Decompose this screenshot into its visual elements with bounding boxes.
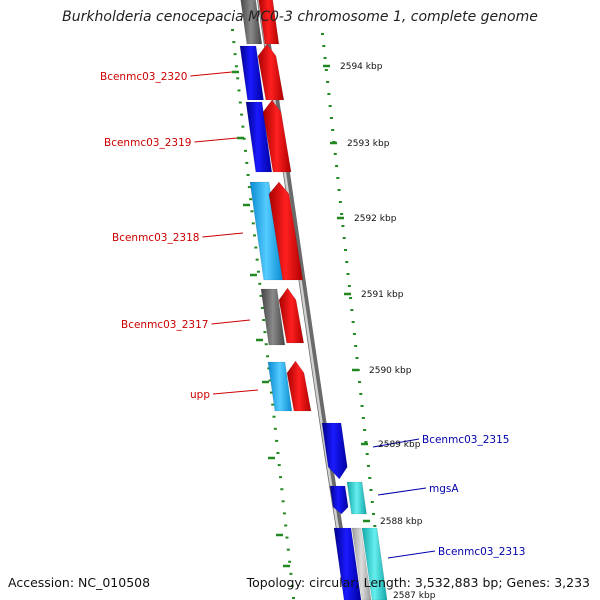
topology-summary: Topology: circular; Length: 3,532,883 bp… bbox=[246, 575, 590, 590]
gene-arrow bbox=[351, 527, 372, 600]
gene-arrow bbox=[329, 485, 349, 515]
gene-label-left: upp bbox=[190, 389, 210, 401]
gene-arrow bbox=[257, 43, 285, 101]
scale-label: 2591 kbp bbox=[361, 290, 404, 300]
scale-label: 2590 kbp bbox=[369, 366, 412, 376]
gene-arrow bbox=[262, 99, 292, 173]
gene-arrow bbox=[346, 481, 367, 515]
label-leader-left bbox=[194, 137, 238, 143]
label-leader-left bbox=[202, 232, 244, 238]
gene-label-right: mgsA bbox=[429, 483, 459, 495]
map-title: Burkholderia cenocepacia MC0-3 chromosom… bbox=[62, 9, 538, 25]
gene-arrow bbox=[260, 288, 286, 346]
gene-arrow bbox=[268, 181, 304, 281]
gene-arrow bbox=[361, 527, 388, 600]
label-leader-left bbox=[211, 319, 251, 325]
gene-arrow bbox=[258, 0, 280, 45]
scale-label: 2588 kbp bbox=[380, 517, 423, 527]
label-leader-right bbox=[387, 550, 436, 559]
gene-label-right: Bcenmc03_2313 bbox=[438, 546, 525, 558]
gene-arrow bbox=[333, 527, 362, 600]
label-leader-right bbox=[372, 438, 420, 448]
gene-label-left: Bcenmc03_2318 bbox=[112, 232, 199, 244]
accession-label: Accession: NC_010508 bbox=[8, 575, 151, 590]
gene-arrow bbox=[245, 101, 273, 173]
gene-arrow bbox=[286, 360, 312, 412]
scale-label: 2589 kbp bbox=[378, 440, 421, 450]
label-leaders bbox=[190, 71, 436, 559]
gene-arrow bbox=[239, 45, 264, 101]
label-leader-left bbox=[190, 71, 233, 77]
gene-label-left: Bcenmc03_2320 bbox=[100, 71, 187, 83]
scale-label: 2594 kbp bbox=[340, 62, 383, 72]
label-leader-left bbox=[212, 389, 259, 395]
gene-features bbox=[239, 0, 388, 600]
map-labels: 2594 kbp 2593 kbp 2592 kbp 2591 kbp 2590 kbp… bbox=[100, 62, 525, 600]
gene-arrow bbox=[278, 287, 305, 344]
gene-arrow bbox=[321, 422, 348, 480]
scale-label: 2587 kbp bbox=[393, 591, 436, 600]
label-leader-right bbox=[377, 487, 427, 496]
gene-label-left: Bcenmc03_2317 bbox=[121, 319, 208, 331]
scale-label: 2592 kbp bbox=[354, 214, 397, 224]
gene-label-right: Bcenmc03_2315 bbox=[422, 434, 509, 446]
scale-label: 2593 kbp bbox=[347, 139, 390, 149]
gene-label-left: Bcenmc03_2319 bbox=[104, 137, 191, 149]
gene-arrow bbox=[240, 0, 263, 45]
gene-arrow bbox=[267, 361, 293, 412]
